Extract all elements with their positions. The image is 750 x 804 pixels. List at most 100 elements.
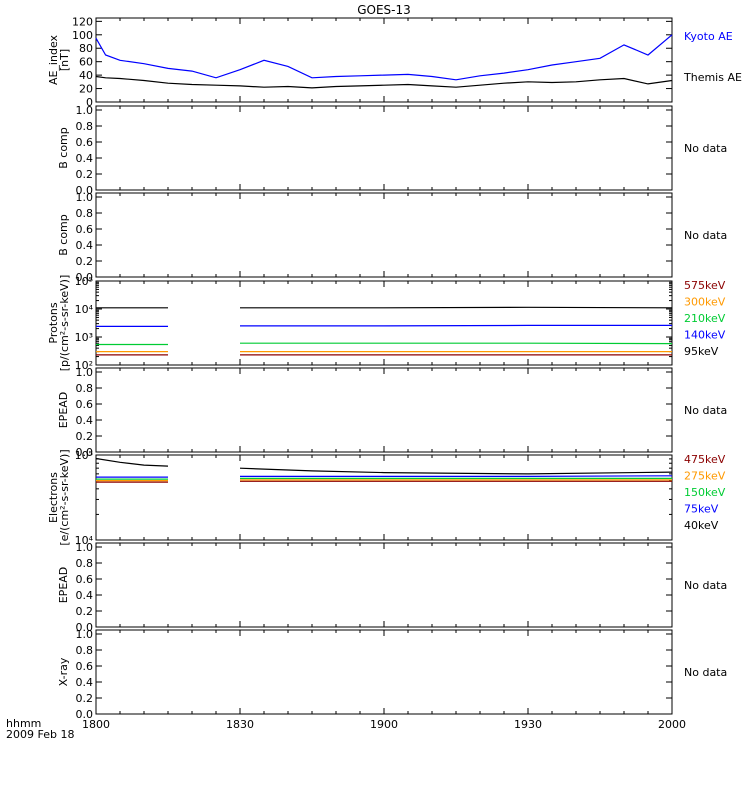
legend-entry: 300keV — [684, 296, 726, 309]
y-tick-label: 10⁵ — [75, 275, 93, 288]
x-tick-label: 1800 — [82, 718, 110, 731]
y-axis: 10² 10³ 10⁴ 10⁵ — [75, 275, 672, 372]
y-tick-label: 0.8 — [76, 382, 94, 395]
y-tick-label: 0.0 — [76, 708, 94, 721]
y-tick-label: 0.4 — [76, 414, 94, 427]
y-tick-label: 1.0 — [76, 628, 94, 641]
legend-entry: 75keV — [684, 503, 719, 516]
x-tick-label: 1930 — [514, 718, 542, 731]
y-axis-label: X-ray — [57, 657, 70, 686]
panel-frame — [95, 367, 673, 453]
panel-status: No data — [684, 229, 727, 242]
x-tick-label: 1830 — [226, 718, 254, 731]
y-tick-label: 0.0 — [76, 446, 94, 459]
panel-2: 0.0 0.2 0.4 0.6 0.8 1.0 B comp No data — [57, 104, 727, 197]
y-tick-label: 0.0 — [76, 184, 94, 197]
y-tick-label: 0.0 — [76, 271, 94, 284]
y-tick-label: 0.6 — [76, 660, 94, 673]
y-axis-label: EPEAD — [57, 567, 70, 604]
y-axis-label: AE_index — [47, 34, 60, 85]
series-line-275kev — [96, 479, 672, 482]
y-tick-label: 10³ — [75, 331, 93, 344]
y-tick-label: 1.0 — [76, 366, 94, 379]
legend-entry: 140keV — [684, 329, 726, 342]
panel-3: 0.0 0.2 0.4 0.6 0.8 1.0 B comp No data — [57, 191, 727, 284]
series-line-95kev — [96, 306, 673, 309]
y-tick-label: 10⁵ — [75, 449, 93, 462]
y-tick-label: 0.6 — [76, 398, 94, 411]
y-tick-label: 120 — [72, 15, 93, 28]
y-tick-label: 80 — [79, 42, 93, 55]
y-tick-label: 100 — [72, 29, 93, 42]
y-tick-label: 20 — [79, 83, 93, 96]
y-tick-label: 0.0 — [76, 621, 94, 634]
series-line-140kev — [96, 324, 672, 327]
y-axis: 0.0 0.2 0.4 0.6 0.8 1.0 — [76, 541, 672, 634]
y-axis-label: [p/(cm²-s-sr-keV)] — [58, 275, 71, 372]
legend-entry: 475keV — [684, 453, 726, 466]
panel-8: 0.0 0.2 0.4 0.6 0.8 1.0 X-ray No data — [57, 628, 727, 721]
series-line-75kev — [96, 475, 673, 478]
panel-5: 0.0 0.2 0.4 0.6 0.8 1.0 EPEAD No data — [57, 366, 727, 459]
y-tick-label: 0.2 — [76, 692, 94, 705]
y-tick-label: 0.8 — [76, 557, 94, 570]
y-tick-label: 10² — [75, 359, 93, 372]
panel-status: No data — [684, 404, 727, 417]
y-axis: 10⁴ 10⁵ — [75, 449, 672, 547]
y-axis: 0.0 0.2 0.4 0.6 0.8 1.0 — [76, 366, 672, 459]
y-tick-label: 0.6 — [76, 223, 94, 236]
y-tick-label: 60 — [79, 56, 93, 69]
legend-entry: Kyoto AE — [684, 30, 733, 43]
x-corner-label: hhmm — [6, 717, 41, 730]
y-tick-label: 1.0 — [76, 541, 94, 554]
panel-status: No data — [684, 142, 727, 155]
panel-status: No data — [684, 666, 727, 679]
legend-entry: 95keV — [684, 345, 719, 358]
y-tick-label: 40 — [79, 69, 93, 82]
x-tick-label: 2000 — [658, 718, 686, 731]
panel-frame — [95, 192, 673, 278]
y-tick-label: 10⁴ — [75, 534, 94, 547]
series-line-themis-ae — [95, 75, 673, 89]
y-tick-label: 1.0 — [76, 104, 94, 117]
y-tick-label: 0.2 — [76, 605, 94, 618]
series-line-kyoto-ae — [95, 34, 673, 81]
y-tick-label: 0.2 — [76, 255, 94, 268]
legend-entry: 150keV — [684, 486, 726, 499]
panel-7: 0.0 0.2 0.4 0.6 0.8 1.0 EPEAD No data — [57, 541, 727, 634]
panel-frame — [95, 629, 673, 715]
legend-entry: Themis AE — [683, 71, 742, 84]
y-tick-label: 0.8 — [76, 120, 94, 133]
panel-4: 10² 10³ 10⁴ 10⁵ Protons[p/(cm²-s-sr-keV)] 575… — [47, 275, 726, 372]
series-line-150kev — [96, 477, 672, 480]
y-axis-label: EPEAD — [57, 392, 70, 429]
y-tick-label: 0 — [86, 96, 93, 109]
date-label: 2009 Feb 18 — [6, 728, 74, 741]
panel-frame — [95, 454, 673, 541]
y-axis-label: [nT] — [58, 49, 71, 71]
y-tick-label: 1.0 — [76, 191, 94, 204]
panel-6: 10⁴ 10⁵ Electrons[e/(cm²-s-sr-keV)] 475keV 2… — [47, 449, 726, 547]
y-tick-label: 0.4 — [76, 239, 94, 252]
panel-frame — [95, 105, 673, 191]
panel-status: No data — [684, 579, 727, 592]
y-tick-label: 0.6 — [76, 573, 94, 586]
y-tick-label: 0.4 — [76, 589, 94, 602]
y-tick-label: 0.2 — [76, 430, 94, 443]
legend-entry: 210keV — [684, 312, 726, 325]
series-line-210kev — [96, 342, 673, 346]
y-axis-label: B comp — [57, 127, 70, 169]
y-axis: 0.0 0.2 0.4 0.6 0.8 1.0 — [76, 628, 672, 721]
x-tick-label: 1900 — [370, 718, 398, 731]
y-tick-label: 0.8 — [76, 644, 94, 657]
y-axis-label: Electrons — [47, 472, 60, 523]
y-axis: 0.0 0.2 0.4 0.6 0.8 1.0 — [76, 191, 672, 284]
panel-frame — [95, 280, 673, 366]
y-axis: 0.0 0.2 0.4 0.6 0.8 1.0 — [76, 104, 672, 197]
y-tick-label: 10⁴ — [75, 303, 94, 316]
legend-entry: 275keV — [684, 470, 726, 483]
